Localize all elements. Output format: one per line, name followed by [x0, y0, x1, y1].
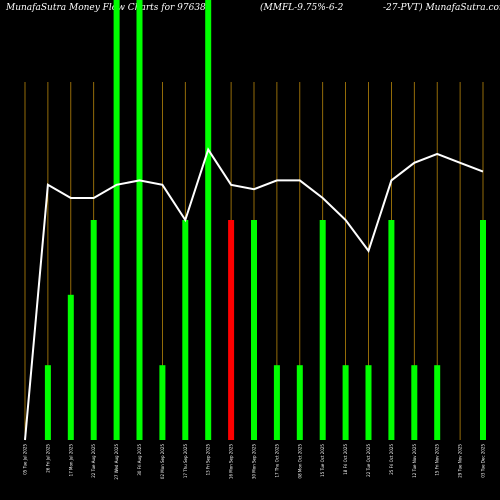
x-tick-label: 30 Mon Sep 2025	[252, 444, 257, 480]
money-flow-bar	[136, 0, 143, 440]
x-tick-label: 15 Tue Oct 2025	[320, 444, 325, 477]
money-flow-bar	[319, 220, 326, 440]
x-tick-label: 16 Mon Sep 2025	[229, 444, 234, 480]
trend-line	[24, 147, 484, 441]
money-flow-bar	[388, 220, 395, 440]
x-tick-label: 02 Mon Sep 2025	[160, 444, 165, 480]
money-flow-bar	[90, 220, 97, 440]
money-flow-bar	[365, 365, 372, 440]
money-flow-bar	[205, 0, 212, 440]
x-tick-label: 17 Thu Sep 2025	[183, 444, 188, 479]
x-tick-label: 25 Fri Oct 2025	[389, 444, 394, 475]
x-tick-label: 22 Tue Oct 2025	[366, 444, 371, 477]
x-tick-label: 22 Tue Aug 2025	[91, 444, 96, 478]
x-tick-label: 17 Mon Jul 2025	[68, 444, 73, 477]
money-flow-bar	[251, 220, 257, 440]
x-tick-label: 15 Fri Nov 2025	[435, 444, 440, 476]
x-tick-label: 29 Tue Nov 2025	[458, 444, 463, 478]
money-flow-bar	[67, 294, 74, 440]
money-flow-bar	[44, 365, 51, 440]
x-tick-label: 08 Mon Oct 2025	[297, 444, 302, 479]
money-flow-bar	[342, 365, 349, 440]
bar-series	[44, 0, 486, 440]
money-flow-bar	[159, 365, 166, 440]
x-tick-label: 12 Tue Nov 2025	[412, 444, 417, 478]
money-flow-bar	[182, 220, 189, 440]
chart-title-left: MunafaSutra Money Flow Charts for 976389	[5, 3, 212, 13]
money-flow-bar	[113, 0, 120, 440]
x-tick-label: 30 Fri Aug 2025	[137, 444, 142, 476]
chart-title-right: -27-PVT) MunafaSutra.com	[383, 2, 500, 13]
x-tick-labels: 05 Tue Jul 2025 26 Fri Jul 2025 17 Mon Jul…	[23, 444, 486, 480]
x-tick-label: 18 Fri Oct 2025	[343, 444, 348, 475]
money-flow-bar	[480, 220, 486, 440]
money-flow-bar	[228, 220, 235, 440]
money-flow-bar	[296, 365, 303, 440]
x-tick-label: 03 Tue Dec 2025	[481, 444, 486, 478]
money-flow-bar	[411, 365, 418, 440]
x-tick-label: 17 Thu Oct 2025	[274, 444, 279, 478]
x-tick-label: 26 Fri Jul 2025	[45, 444, 50, 473]
line-series	[24, 147, 484, 441]
chart-title-mid: (MMFL-9.75%-6-2	[260, 2, 344, 13]
x-tick-label: 13 Fri Sep 2025	[206, 444, 211, 476]
money-flow-bar	[434, 365, 441, 440]
x-tick-label: 27 Wed Aug 2025	[114, 444, 119, 480]
x-tick-label: 05 Tue Jul 2025	[23, 444, 28, 475]
money-flow-bar	[273, 365, 280, 440]
